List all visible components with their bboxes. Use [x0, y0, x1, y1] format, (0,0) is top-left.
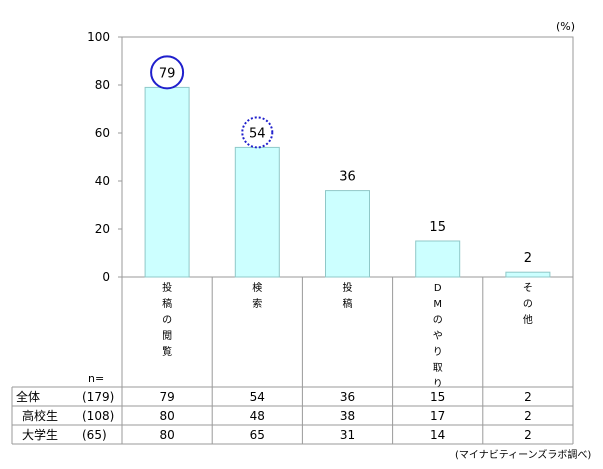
table-row-label: 全体 [16, 389, 40, 404]
table-row-n: (108) [82, 409, 114, 423]
y-tick-label: 0 [102, 270, 110, 284]
table-cell: 54 [250, 390, 265, 404]
table-cell: 31 [340, 428, 355, 442]
highlight-circle [241, 116, 274, 149]
table-row-label: 高校生 [22, 408, 58, 423]
bar [144, 86, 190, 278]
bar [325, 190, 370, 278]
table-cell: 2 [524, 409, 532, 423]
table-cell: 2 [524, 428, 532, 442]
table-cell: 80 [159, 428, 174, 442]
source-note: (マイナビティーンズラボ調べ) [455, 450, 592, 461]
bar [234, 146, 280, 278]
category-label: 検索 [252, 281, 262, 310]
table-cell: 2 [524, 390, 532, 404]
table-cell: 36 [340, 390, 355, 404]
category-label: 投稿の閲覧 [162, 281, 172, 358]
data-label: 79 [159, 66, 176, 81]
table-cell: 65 [250, 428, 265, 442]
table-cell: 15 [430, 390, 445, 404]
table-row-n: (65) [82, 428, 107, 442]
y-tick-label: 80 [95, 78, 110, 92]
y-tick-label: 40 [95, 174, 110, 188]
table-cell: 14 [430, 428, 445, 442]
y-tick-label: 100 [87, 30, 110, 44]
table-cell: 38 [340, 409, 355, 423]
category-label: その他 [523, 282, 533, 326]
data-label: 2 [524, 251, 532, 266]
table-cell: 48 [250, 409, 265, 423]
highlight-circle [150, 55, 185, 90]
bar [505, 271, 551, 278]
data-label: 36 [339, 170, 356, 185]
table-row-n: (179) [82, 390, 114, 404]
data-label: 15 [429, 220, 446, 235]
table-row-label: 大学生 [22, 427, 58, 442]
y-tick-label: 60 [95, 126, 110, 140]
data-label: 54 [249, 126, 266, 141]
bar [415, 240, 461, 278]
table-cell: 80 [159, 409, 174, 423]
n-label: n= [88, 372, 104, 385]
unit-label: (%) [556, 20, 576, 33]
table-cell: 79 [159, 390, 174, 404]
category-label: D M のやり取り [433, 283, 443, 390]
category-label: 投稿 [343, 281, 353, 310]
y-tick-label: 20 [95, 222, 110, 236]
table-cell: 17 [430, 409, 445, 423]
